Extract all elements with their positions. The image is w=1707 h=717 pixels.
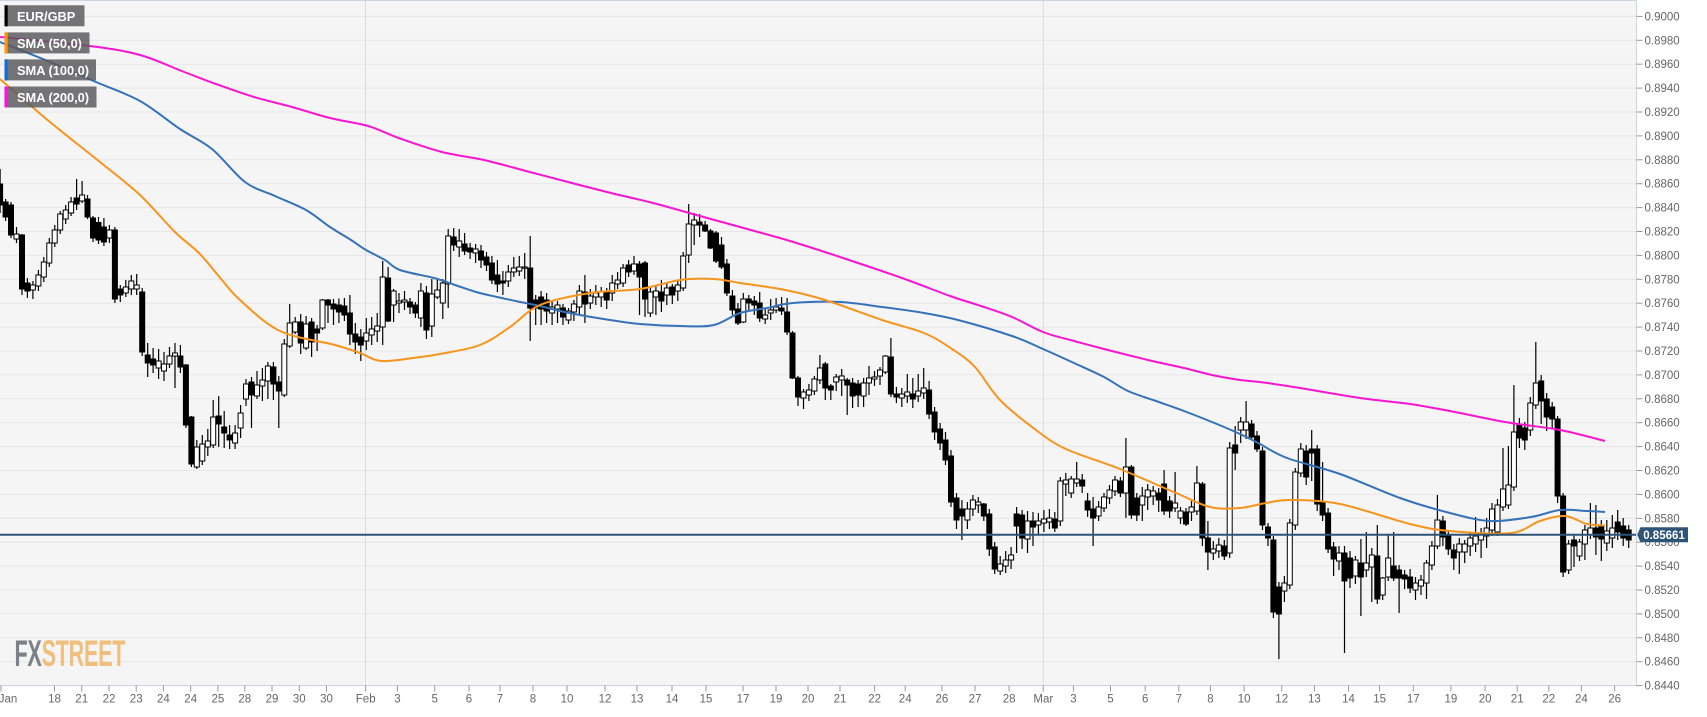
- svg-text:5: 5: [431, 694, 437, 706]
- svg-text:0.8840: 0.8840: [1645, 203, 1680, 215]
- svg-text:0.8740: 0.8740: [1645, 322, 1680, 334]
- svg-text:EUR/GBP: EUR/GBP: [17, 9, 76, 24]
- svg-text:0.85661: 0.85661: [1643, 530, 1685, 542]
- svg-text:6: 6: [466, 694, 472, 706]
- svg-text:0.8600: 0.8600: [1645, 489, 1680, 501]
- svg-text:22: 22: [868, 694, 881, 706]
- svg-text:30: 30: [320, 694, 333, 706]
- svg-text:0.8900: 0.8900: [1645, 131, 1680, 143]
- svg-text:0.8860: 0.8860: [1645, 179, 1680, 191]
- svg-text:19: 19: [1445, 694, 1458, 706]
- svg-text:18: 18: [48, 694, 61, 706]
- svg-text:0.8440: 0.8440: [1645, 681, 1680, 693]
- svg-text:SMA (50,0): SMA (50,0): [17, 36, 82, 51]
- svg-text:SMA (200,0): SMA (200,0): [17, 90, 89, 105]
- svg-text:14: 14: [666, 694, 679, 706]
- svg-text:0.8940: 0.8940: [1645, 83, 1680, 95]
- svg-text:3: 3: [1070, 694, 1076, 706]
- svg-text:10: 10: [561, 694, 574, 706]
- svg-text:8: 8: [1207, 694, 1213, 706]
- svg-text:0.8680: 0.8680: [1645, 394, 1680, 406]
- svg-text:13: 13: [1308, 694, 1321, 706]
- svg-text:0.8780: 0.8780: [1645, 274, 1680, 286]
- svg-text:12: 12: [1275, 694, 1288, 706]
- svg-text:FXSTREET: FXSTREET: [15, 634, 126, 674]
- svg-text:0.8540: 0.8540: [1645, 561, 1680, 573]
- svg-text:24: 24: [184, 694, 197, 706]
- svg-text:24: 24: [157, 694, 170, 706]
- svg-text:5: 5: [1107, 694, 1113, 706]
- svg-text:0.8820: 0.8820: [1645, 227, 1680, 239]
- svg-text:30: 30: [293, 694, 306, 706]
- svg-text:0.8660: 0.8660: [1645, 418, 1680, 430]
- svg-text:24: 24: [1575, 694, 1588, 706]
- svg-text:7: 7: [1176, 694, 1182, 706]
- svg-text:0.8960: 0.8960: [1645, 59, 1680, 71]
- svg-text:0.8920: 0.8920: [1645, 107, 1680, 119]
- svg-text:20: 20: [1479, 694, 1492, 706]
- svg-text:8: 8: [530, 694, 536, 706]
- svg-text:21: 21: [834, 694, 847, 706]
- svg-text:0.8580: 0.8580: [1645, 513, 1680, 525]
- svg-text:26: 26: [1608, 694, 1621, 706]
- svg-text:22: 22: [103, 694, 116, 706]
- svg-text:3: 3: [394, 694, 400, 706]
- svg-text:12: 12: [599, 694, 612, 706]
- svg-text:27: 27: [969, 694, 982, 706]
- svg-text:23: 23: [130, 694, 143, 706]
- svg-text:15: 15: [1373, 694, 1386, 706]
- svg-text:21: 21: [75, 694, 88, 706]
- svg-text:0.8620: 0.8620: [1645, 466, 1680, 478]
- svg-text:Feb: Feb: [356, 694, 376, 706]
- svg-text:0.8880: 0.8880: [1645, 155, 1680, 167]
- svg-text:0.8700: 0.8700: [1645, 370, 1680, 382]
- svg-text:28: 28: [1003, 694, 1016, 706]
- svg-text:Jan: Jan: [0, 694, 17, 706]
- svg-text:0.8480: 0.8480: [1645, 633, 1680, 645]
- svg-text:15: 15: [700, 694, 713, 706]
- svg-text:0.8800: 0.8800: [1645, 250, 1680, 262]
- svg-text:0.8500: 0.8500: [1645, 609, 1680, 621]
- svg-text:14: 14: [1342, 694, 1355, 706]
- svg-text:22: 22: [1542, 694, 1555, 706]
- svg-text:24: 24: [899, 694, 912, 706]
- svg-text:21: 21: [1511, 694, 1524, 706]
- svg-text:0.8760: 0.8760: [1645, 298, 1680, 310]
- svg-text:13: 13: [631, 694, 644, 706]
- svg-text:7: 7: [497, 694, 503, 706]
- svg-text:0.8520: 0.8520: [1645, 585, 1680, 597]
- svg-text:0.8460: 0.8460: [1645, 657, 1680, 669]
- svg-text:Mar: Mar: [1033, 694, 1053, 706]
- svg-text:0.8640: 0.8640: [1645, 442, 1680, 454]
- svg-text:29: 29: [266, 694, 279, 706]
- svg-text:25: 25: [212, 694, 225, 706]
- svg-text:20: 20: [802, 694, 815, 706]
- svg-text:0.8980: 0.8980: [1645, 35, 1680, 47]
- svg-text:6: 6: [1142, 694, 1148, 706]
- svg-text:SMA (100,0): SMA (100,0): [17, 63, 89, 78]
- svg-text:17: 17: [1407, 694, 1420, 706]
- svg-text:26: 26: [936, 694, 949, 706]
- svg-text:0.8720: 0.8720: [1645, 346, 1680, 358]
- svg-text:0.9000: 0.9000: [1645, 11, 1680, 23]
- svg-text:19: 19: [770, 694, 783, 706]
- svg-text:10: 10: [1238, 694, 1251, 706]
- svg-text:17: 17: [737, 694, 750, 706]
- svg-text:28: 28: [238, 694, 251, 706]
